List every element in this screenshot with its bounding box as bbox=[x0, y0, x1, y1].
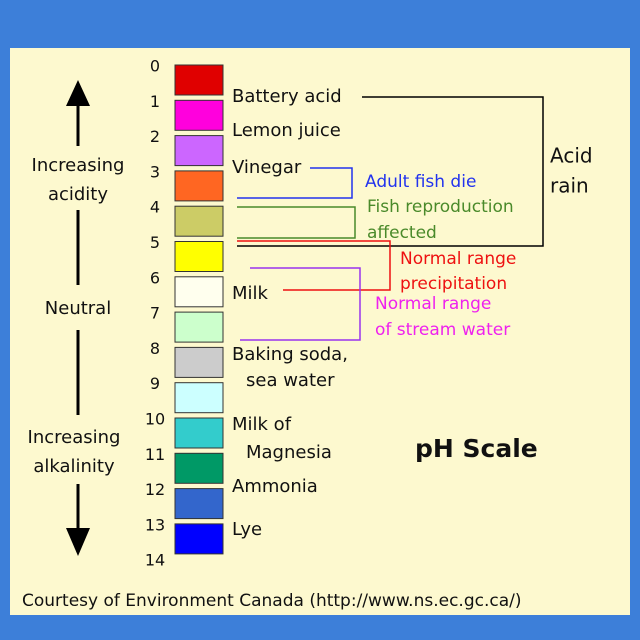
ph-number: 10 bbox=[145, 410, 165, 429]
color-box bbox=[174, 382, 224, 414]
annotation: precipitation bbox=[400, 274, 507, 294]
panel bbox=[10, 48, 630, 615]
arrow bbox=[66, 80, 90, 556]
color-box bbox=[174, 523, 224, 555]
color-box bbox=[174, 311, 224, 343]
annotation: Acid bbox=[550, 144, 593, 168]
color-box bbox=[174, 205, 224, 237]
annotation: affected bbox=[367, 223, 437, 243]
substance-label: Magnesia bbox=[246, 442, 332, 463]
ph-number: 9 bbox=[150, 374, 160, 393]
annotation: rain bbox=[550, 174, 589, 198]
annotation: Fish reproduction bbox=[367, 197, 514, 217]
annotation: Normal range bbox=[375, 294, 491, 314]
credit: Courtesy of Environment Canada (http://w… bbox=[22, 591, 522, 611]
ph-number: 3 bbox=[150, 162, 160, 181]
substance-label: Battery acid bbox=[232, 86, 342, 107]
substance-label: Vinegar bbox=[232, 157, 302, 178]
ph-number: 1 bbox=[150, 92, 160, 111]
title: pH Scale bbox=[415, 434, 538, 463]
ph-number: 0 bbox=[150, 57, 160, 76]
direction-label: Increasing bbox=[28, 427, 121, 448]
color-box bbox=[174, 452, 224, 484]
annotation: Adult fish die bbox=[365, 172, 476, 192]
ph-number: 8 bbox=[150, 339, 160, 358]
ph-number: 5 bbox=[150, 233, 160, 252]
color-box bbox=[174, 417, 224, 449]
annotation: of stream water bbox=[375, 320, 510, 340]
substance-label: sea water bbox=[246, 370, 335, 391]
direction-label: alkalinity bbox=[33, 456, 115, 477]
substance-label: Lye bbox=[232, 519, 262, 540]
brackets bbox=[237, 96, 544, 341]
color-box bbox=[174, 346, 224, 378]
ph-number: 13 bbox=[145, 515, 165, 534]
substance-label: Milk of bbox=[232, 414, 292, 435]
substance-label: Milk bbox=[232, 283, 269, 304]
color-box bbox=[174, 488, 224, 520]
annotation: Normal range bbox=[400, 249, 516, 269]
color-box bbox=[174, 276, 224, 308]
color-box bbox=[174, 170, 224, 202]
color-box bbox=[174, 99, 224, 131]
substance-label: Ammonia bbox=[232, 476, 318, 497]
direction-label: acidity bbox=[48, 184, 108, 205]
ph-number: 6 bbox=[150, 268, 160, 287]
substance-label: Baking soda, bbox=[232, 344, 348, 365]
direction-label: Neutral bbox=[45, 298, 111, 319]
ph-number: 4 bbox=[150, 198, 160, 217]
ph-number: 11 bbox=[145, 445, 165, 464]
color-box bbox=[174, 135, 224, 167]
color-box bbox=[174, 64, 224, 96]
substance-label: Lemon juice bbox=[232, 120, 341, 141]
direction-label: Increasing bbox=[32, 155, 125, 176]
ph-number: 2 bbox=[150, 127, 160, 146]
ph-number: 14 bbox=[145, 551, 165, 570]
ph-number: 12 bbox=[145, 480, 165, 499]
ph-number: 7 bbox=[150, 304, 160, 323]
color-box bbox=[174, 241, 224, 272]
